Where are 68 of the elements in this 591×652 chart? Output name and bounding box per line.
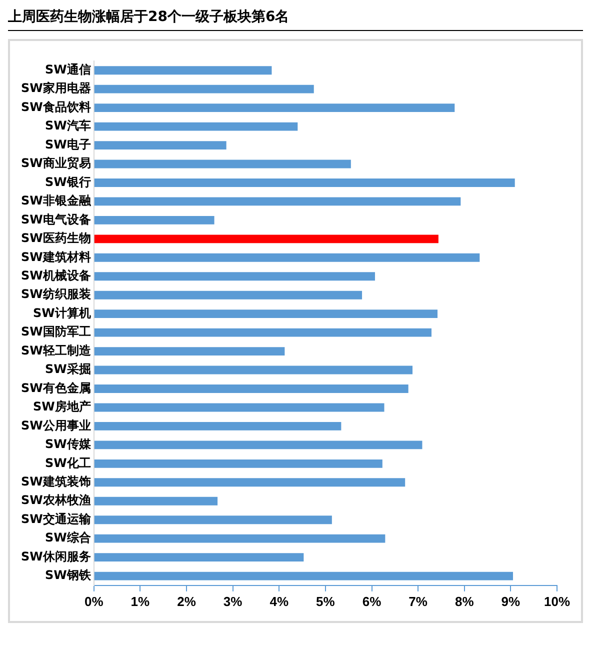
y-tick-label: SW钢铁 [44, 568, 92, 582]
x-tick-label: 7% [408, 594, 428, 609]
y-tick-label: SW公用事业 [20, 418, 91, 432]
bar [94, 160, 351, 168]
bar [94, 216, 214, 224]
y-tick-label: SW商业贸易 [20, 156, 91, 170]
x-tick-label: 9% [501, 594, 521, 609]
bar [94, 66, 272, 75]
y-tick-label: SW食品饮料 [20, 100, 91, 114]
bar [94, 534, 386, 543]
bar [94, 366, 413, 374]
y-tick-label: SW农林牧渔 [20, 493, 91, 508]
bar [94, 496, 218, 506]
bar [94, 384, 408, 393]
x-tick-label: 10% [544, 594, 570, 609]
y-tick-label: SW轻工制造 [20, 343, 92, 358]
y-tick-label: SW有色金属 [20, 380, 91, 395]
bar [94, 347, 285, 356]
y-tick-label: SW银行 [44, 174, 91, 189]
y-tick-label: SW医药生物 [20, 231, 91, 246]
x-tick-label: 1% [130, 594, 150, 609]
y-tick-label: SW国防军工 [20, 324, 91, 339]
x-tick-label: 6% [362, 594, 382, 609]
bar [94, 272, 375, 281]
bar [94, 290, 362, 300]
y-tick-label: SW通信 [44, 62, 91, 76]
y-tick-label: SW房地产 [32, 400, 91, 414]
bar [94, 104, 455, 112]
y-tick-label: SW交通运输 [20, 512, 92, 526]
y-tick-label: SW建筑装饰 [20, 474, 91, 489]
y-tick-label: SW电子 [44, 137, 91, 152]
x-tick-label: 3% [223, 594, 243, 609]
bar [94, 310, 438, 318]
bar [94, 197, 461, 206]
bar [94, 478, 406, 487]
bar [94, 553, 304, 562]
x-tick-label: 0% [84, 594, 104, 609]
y-tick-label: SW汽车 [44, 118, 91, 133]
y-tick-label: SW家用电器 [20, 81, 91, 96]
y-tick-label: SW休闲服务 [20, 549, 91, 564]
y-tick-label: SW综合 [44, 530, 92, 545]
x-tick-label: 5% [316, 594, 336, 609]
y-tick-label: SW非银金融 [20, 194, 92, 208]
bar [94, 572, 514, 580]
x-tick-label: 2% [177, 594, 196, 609]
bar [94, 403, 384, 412]
bar [94, 459, 382, 468]
y-tick-label: SW采掘 [44, 362, 91, 376]
bar [94, 328, 432, 337]
bar [94, 141, 226, 150]
y-tick-label: SW纺织服装 [20, 287, 92, 302]
y-tick-label: SW计算机 [32, 306, 91, 320]
bar [94, 84, 314, 94]
bar [94, 440, 422, 450]
y-tick-label: SW电气设备 [20, 212, 91, 226]
bar [94, 178, 515, 187]
y-tick-label: SW传媒 [44, 437, 92, 452]
y-tick-label: SW建筑材料 [20, 250, 91, 264]
bar [94, 422, 342, 430]
bar [94, 122, 298, 131]
x-tick-label: 8% [454, 594, 474, 609]
bar [94, 234, 438, 244]
bar [94, 516, 332, 524]
bar [94, 253, 480, 262]
y-tick-label: SW化工 [44, 456, 91, 470]
chart-title: 上周医药生物涨幅居于28个一级子板块第6名 [8, 8, 583, 31]
y-tick-label: SW机械设备 [20, 268, 91, 283]
x-tick-label: 4% [270, 594, 289, 609]
